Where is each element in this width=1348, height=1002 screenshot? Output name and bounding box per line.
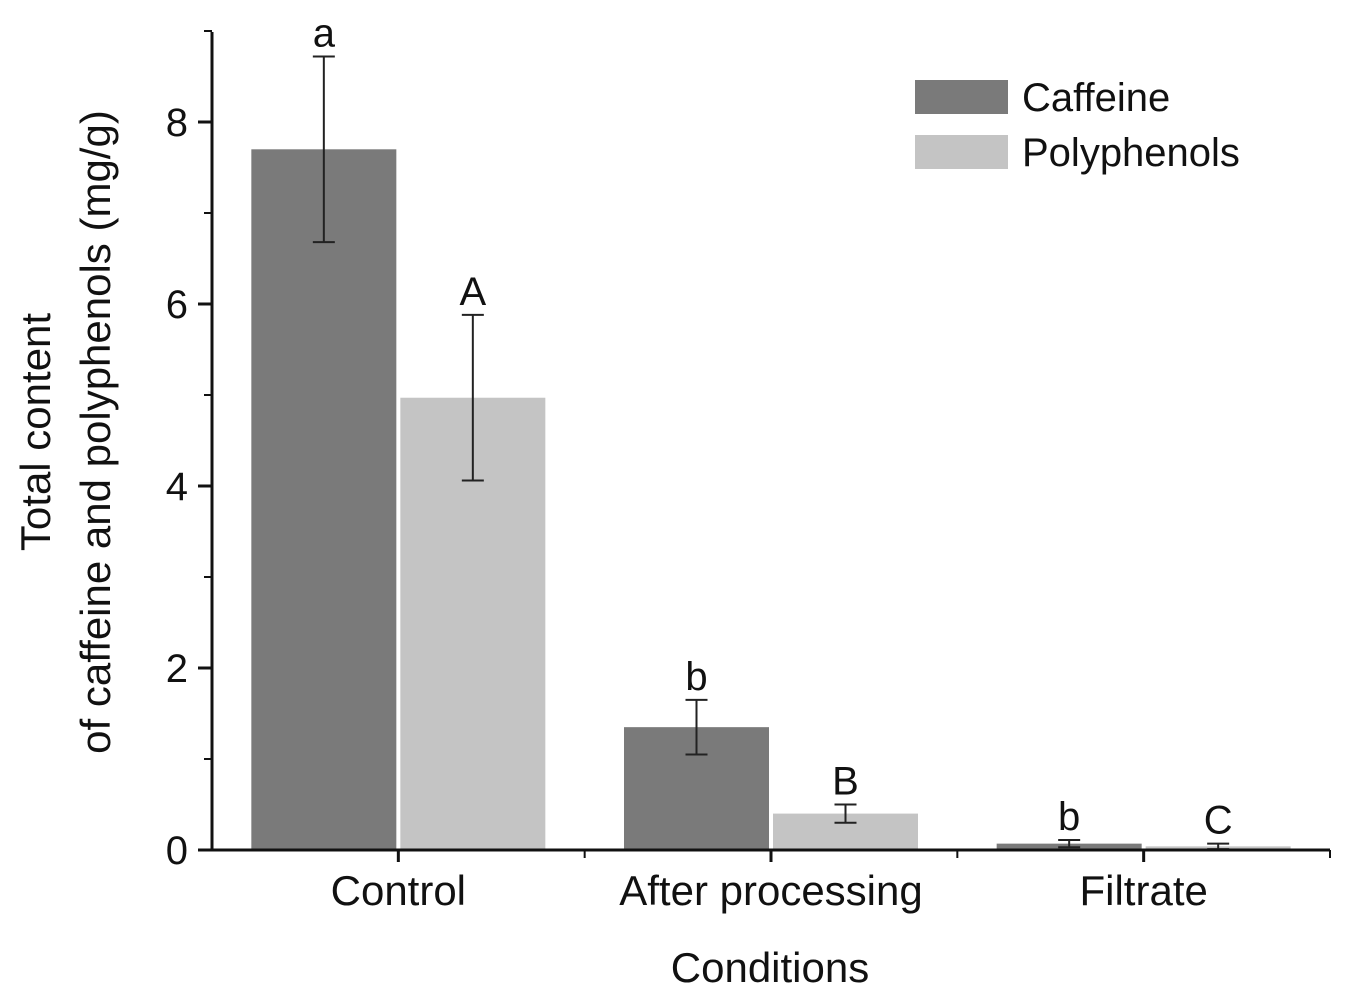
y-axis-title-line-1: Total content — [12, 313, 59, 551]
significance-letter-caffeine-after-processing: b — [685, 655, 707, 699]
y-tick-label-2: 2 — [166, 647, 188, 691]
x-ticks-layer: Control After processing Filtrate — [331, 850, 1331, 914]
legend-label-caffeine: Caffeine — [1022, 76, 1170, 120]
significance-letter-polyphenols-control: A — [459, 270, 486, 314]
x-tick-label-control: Control — [331, 867, 466, 914]
x-tick-label-after-processing: After processing — [619, 867, 922, 914]
bar-caffeine-control — [251, 149, 397, 851]
y-tick-label-0: 0 — [166, 829, 188, 873]
legend-swatch-caffeine — [915, 80, 1008, 114]
y-ticks-layer: 0 2 4 6 8 — [166, 30, 212, 873]
legend: Caffeine Polyphenols — [915, 76, 1240, 175]
legend-label-polyphenols: Polyphenols — [1022, 131, 1240, 175]
significance-letter-caffeine-control: a — [313, 11, 336, 55]
significance-letter-polyphenols-after-processing: B — [832, 760, 859, 804]
significance-letter-caffeine-filtrate: b — [1058, 795, 1080, 839]
y-tick-label-4: 4 — [166, 465, 188, 509]
significance-letter-polyphenols-filtrate: C — [1204, 799, 1233, 843]
x-tick-label-filtrate: Filtrate — [1079, 867, 1207, 914]
bars-layer — [251, 149, 1291, 851]
y-tick-label-8: 8 — [166, 101, 188, 145]
y-axis-title-line-2: of caffeine and polyphenols (mg/g) — [72, 110, 119, 754]
x-axis-title: Conditions — [671, 944, 869, 991]
legend-swatch-polyphenols — [915, 135, 1008, 169]
error-bars-layer — [312, 55, 1230, 851]
y-tick-label-6: 6 — [166, 283, 188, 327]
significance-letters-layer: a Ab Bb C — [313, 11, 1233, 842]
